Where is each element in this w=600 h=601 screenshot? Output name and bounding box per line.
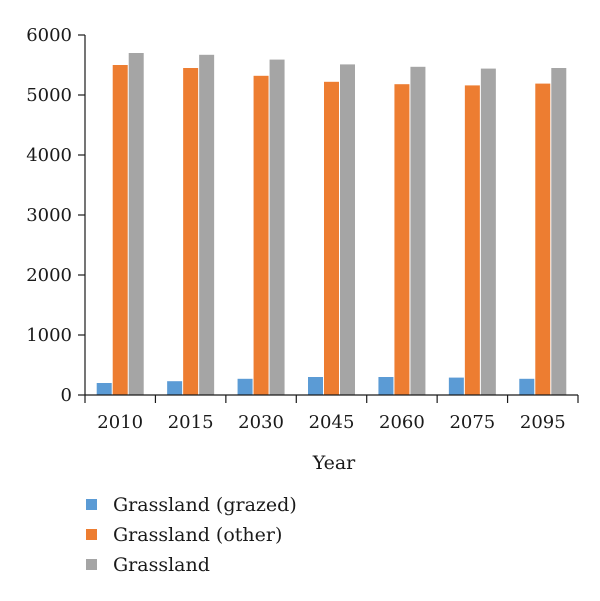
bar-grassland-other-2060 [394, 84, 410, 395]
y-tick-label: 0 [61, 385, 72, 406]
bar-grassland-2095 [551, 68, 567, 395]
y-tick-label: 4000 [26, 145, 72, 166]
x-axis-title: Year [312, 452, 356, 474]
bar-grassland-grazed-2095 [519, 378, 535, 395]
bar-grassland-2075 [480, 68, 496, 395]
legend: Grassland (grazed) Grassland (other) Grass… [86, 494, 297, 576]
y-tick-label: 2000 [26, 265, 72, 286]
y-tick-label: 6000 [26, 25, 72, 46]
bar-grassland-grazed-2030 [237, 378, 253, 395]
x-tick-label-2060: 2060 [379, 412, 425, 433]
bar-grassland-grazed-2045 [308, 377, 323, 395]
bar-grassland-other-2015 [183, 68, 199, 395]
axes-layer [78, 34, 579, 403]
y-tick-label: 3000 [26, 205, 72, 226]
bar-grassland-other-2030 [253, 75, 269, 396]
bar-grassland-2015 [199, 54, 215, 396]
x-tick-label-2010: 2010 [97, 412, 143, 433]
bar-grassland-2010 [128, 53, 144, 395]
x-tick-label-2045: 2045 [309, 412, 355, 433]
bar-grassland-grazed-2010 [96, 383, 112, 395]
legend-swatch-1 [86, 529, 97, 540]
bar-grassland-other-2045 [324, 81, 339, 396]
tick-labels-layer: 0 1000 2000 3000 4000 5000 6000 2010 2015 2030 204… [26, 25, 566, 433]
x-tick-label-2030: 2030 [238, 412, 284, 433]
bar-grassland-2045 [340, 64, 355, 396]
x-tick-label-2015: 2015 [168, 412, 214, 433]
legend-swatch-2 [86, 559, 97, 570]
legend-swatch-0 [86, 499, 97, 510]
bar-grassland-other-2095 [535, 83, 551, 395]
y-tick-label: 5000 [26, 85, 72, 106]
x-tick-label-2075: 2075 [449, 412, 495, 433]
legend-label-1: Grassland (other) [113, 524, 282, 546]
y-tick-label: 1000 [26, 325, 72, 346]
bars-layer [96, 53, 567, 396]
bar-grassland-grazed-2060 [378, 377, 394, 395]
legend-label-0: Grassland (grazed) [113, 494, 297, 516]
bar-grassland-2030 [269, 59, 285, 395]
bar-grassland-grazed-2015 [167, 381, 183, 395]
bar-grassland-2060 [410, 66, 426, 396]
legend-label-2: Grassland [113, 554, 210, 576]
x-tick-label-2095: 2095 [520, 412, 566, 433]
bar-grassland-other-2010 [112, 65, 128, 395]
bar-grassland-other-2075 [464, 85, 480, 396]
bar-grassland-grazed-2075 [448, 377, 464, 395]
